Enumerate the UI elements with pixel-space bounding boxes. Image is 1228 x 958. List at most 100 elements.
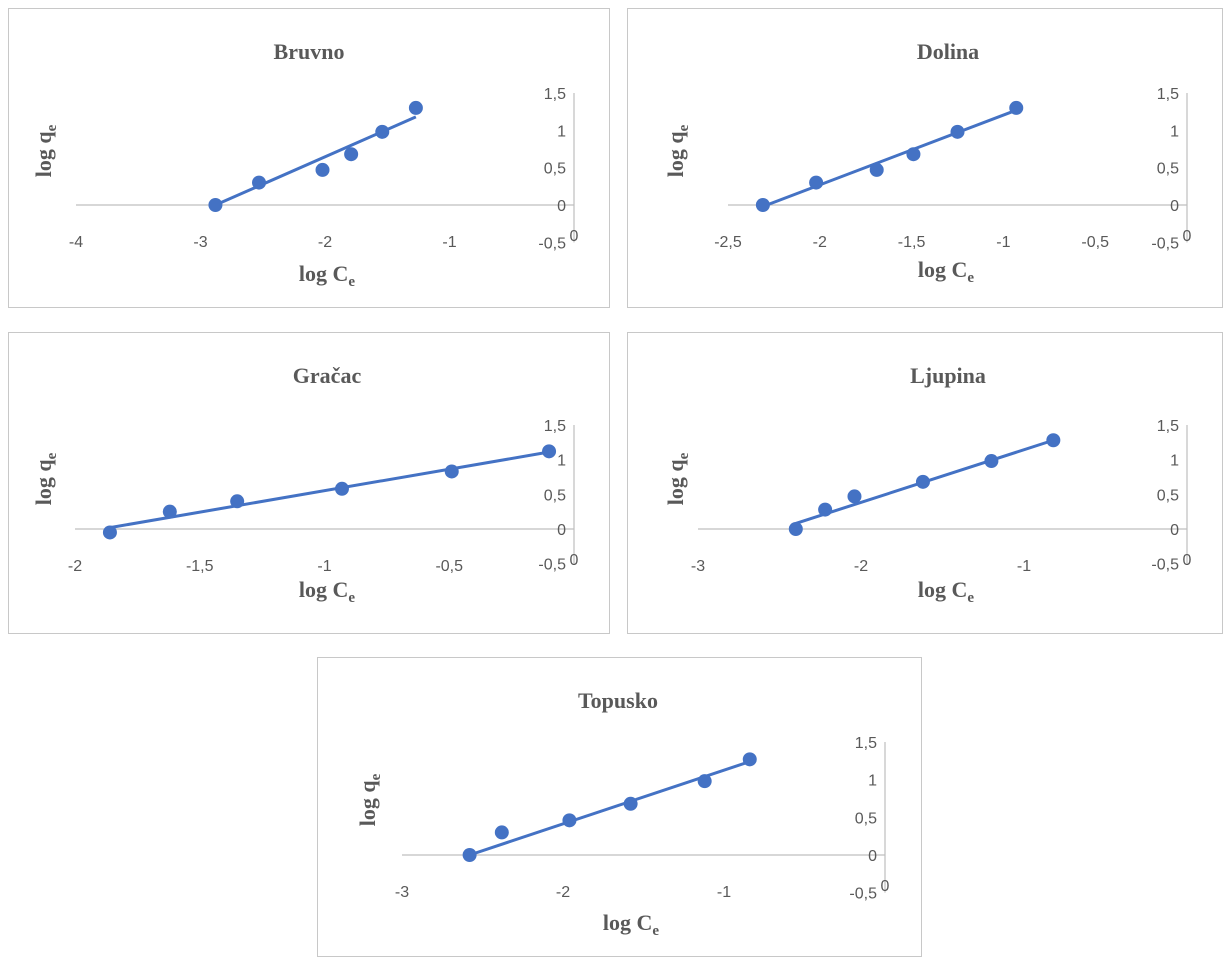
x-tick-label: -4 <box>69 234 83 251</box>
data-point <box>906 147 921 162</box>
x-tick-label: -2 <box>318 234 332 251</box>
y-axis-title: log qe <box>663 452 692 505</box>
trendline <box>762 108 1017 208</box>
data-point <box>102 525 117 540</box>
data-point <box>315 162 330 177</box>
data-point <box>344 147 359 162</box>
y-tick-label: 1,5 <box>1157 86 1179 103</box>
x-axis-title: log Ce <box>299 261 356 290</box>
y-tick-label: 1,5 <box>544 86 566 103</box>
data-point <box>334 481 349 496</box>
data-point <box>984 454 999 469</box>
y-tick-label: -0,5 <box>1151 557 1179 574</box>
x-tick-label: -1 <box>717 884 731 901</box>
y-tick-label: 0,5 <box>544 487 566 504</box>
y-tick-label: -0,5 <box>538 557 566 574</box>
x-tick-label: -0,5 <box>1081 234 1109 251</box>
y-tick-label: 1,5 <box>855 735 877 752</box>
x-tick-label: -3 <box>395 884 409 901</box>
y-tick-label: -0,5 <box>1151 235 1179 252</box>
y-tick-label: 0 <box>868 848 877 865</box>
x-tick-label: -0,5 <box>435 558 463 575</box>
y-tick-label: 1,5 <box>544 418 566 435</box>
data-point <box>869 162 884 177</box>
y-axis-title: log qe <box>31 452 60 505</box>
data-point <box>697 774 712 789</box>
data-point <box>1009 100 1024 115</box>
chart-title: Topusko <box>578 688 658 713</box>
y-tick-label: 0 <box>557 198 566 215</box>
data-point <box>755 198 770 212</box>
data-point <box>408 100 423 115</box>
y-axis-title: log qe <box>31 124 60 177</box>
x-axis-title: log Ce <box>299 577 356 606</box>
x-tick-label: 0 <box>881 878 890 895</box>
x-tick-label: 0 <box>570 552 579 569</box>
x-tick-label: -2 <box>556 884 570 901</box>
x-tick-label: 0 <box>570 228 579 245</box>
x-tick-label: 0 <box>1183 552 1192 569</box>
x-tick-label: -3 <box>193 234 207 251</box>
x-axis-title: log Ce <box>918 257 975 286</box>
x-tick-label: -1 <box>442 234 456 251</box>
data-point <box>818 502 833 517</box>
y-tick-label: 1 <box>1170 123 1179 140</box>
data-point <box>542 444 557 459</box>
y-tick-label: 0 <box>1170 522 1179 539</box>
data-point <box>562 813 577 828</box>
x-tick-label: -3 <box>691 558 705 575</box>
data-point <box>623 796 638 811</box>
data-point <box>788 522 803 536</box>
x-tick-label: -1 <box>1017 558 1031 575</box>
y-tick-label: 1 <box>1170 453 1179 470</box>
y-tick-label: 1,5 <box>1157 418 1179 435</box>
y-tick-label: 1 <box>557 453 566 470</box>
data-point <box>162 504 177 519</box>
y-tick-label: 0,5 <box>544 161 566 178</box>
y-tick-label: 1 <box>557 123 566 140</box>
trendline <box>109 450 550 530</box>
chart-panel-gracac: Gračac -2 -1,5 -1 -0,5 0 1,5 1 0,5 0 -0,5 log Ce log… <box>8 332 610 634</box>
data-point <box>809 175 824 190</box>
data-point <box>252 175 267 190</box>
x-tick-label: -2 <box>854 558 868 575</box>
chart-panel-ljupina: Ljupina -3 -2 -1 0 1,5 1 0,5 0 -0,5 log Ce log qe <box>627 332 1223 634</box>
data-point <box>915 474 930 489</box>
x-tick-label: -1 <box>317 558 331 575</box>
data-point <box>950 124 965 139</box>
chart-panel-dolina: Dolina -2,5 -2 -1,5 -1 -0,5 0 1,5 1 0,5 0 -0,5 log C… <box>627 8 1223 308</box>
y-tick-label: 1 <box>868 773 877 790</box>
y-tick-label: 0,5 <box>1157 487 1179 504</box>
x-tick-label: -1,5 <box>186 558 214 575</box>
y-tick-label: -0,5 <box>849 886 877 903</box>
data-point <box>742 752 757 767</box>
x-tick-label: -1 <box>996 234 1010 251</box>
chart-panel-topusko: Topusko -3 -2 -1 0 1,5 1 0,5 0 -0,5 log Ce log qe <box>317 657 922 957</box>
chart-title: Ljupina <box>910 363 986 388</box>
y-tick-label: 0,5 <box>855 810 877 827</box>
x-tick-label: -2 <box>68 558 82 575</box>
x-tick-label: -2 <box>813 234 827 251</box>
chart-panel-bruvno: Bruvno -4 -3 -2 -1 0 1,5 1 0,5 0 -0,5 log Ce log qe <box>8 8 610 308</box>
x-tick-label: -2,5 <box>714 234 742 251</box>
chart-title: Bruvno <box>274 39 345 64</box>
data-point <box>208 198 223 212</box>
x-tick-label: 0 <box>1183 228 1192 245</box>
data-point <box>494 825 509 840</box>
y-axis-title: log qe <box>663 124 692 177</box>
y-tick-label: 0 <box>1170 198 1179 215</box>
y-tick-label: -0,5 <box>538 235 566 252</box>
chart-title: Dolina <box>917 39 979 64</box>
data-point <box>444 464 459 479</box>
data-point <box>375 124 390 139</box>
y-tick-label: 0 <box>557 522 566 539</box>
y-axis-title: log qe <box>355 773 384 826</box>
chart-title: Gračac <box>293 363 362 388</box>
y-tick-label: 0,5 <box>1157 161 1179 178</box>
data-point <box>230 494 245 509</box>
x-axis-title: log Ce <box>603 910 660 939</box>
